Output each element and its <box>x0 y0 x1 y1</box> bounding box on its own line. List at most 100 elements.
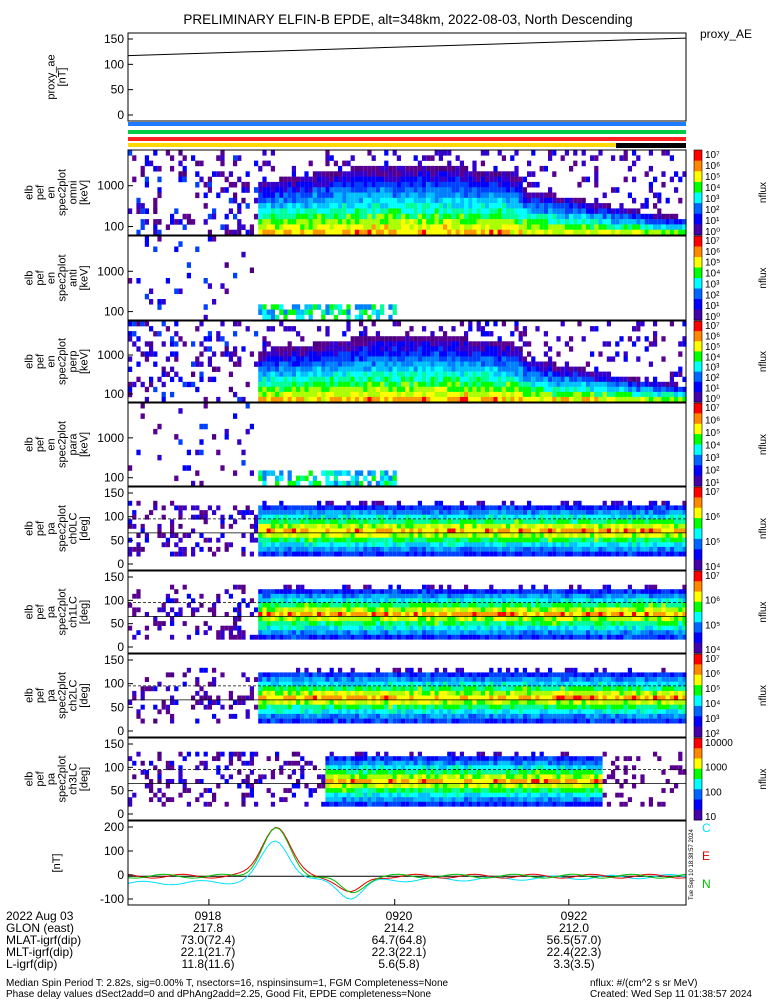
spectro-cell <box>388 542 393 548</box>
spectro-cell <box>665 391 670 398</box>
spectro-cell <box>342 593 347 599</box>
spectro-cell <box>161 381 166 388</box>
spectro-cell <box>501 203 506 209</box>
spectro-cell <box>359 336 364 342</box>
spectro-cell <box>569 634 574 640</box>
spectro-cell <box>569 386 574 393</box>
spectro-cell <box>653 542 658 548</box>
spectro-cell <box>233 505 238 511</box>
spectro-cell <box>367 470 372 476</box>
spectro-cell <box>543 510 548 516</box>
spectro-cell <box>279 589 284 595</box>
spectro-cell <box>354 616 359 622</box>
spectro-cell <box>203 621 208 626</box>
spectro-cell <box>346 630 351 636</box>
spectro-cell <box>548 612 553 617</box>
spectro-cell <box>480 371 485 377</box>
spectro-cell <box>212 208 217 215</box>
spectro-cell <box>539 192 544 199</box>
spectro-cell <box>233 634 238 640</box>
spectro-cell <box>619 551 624 557</box>
spectro-cell <box>623 523 628 529</box>
spectro-cell <box>346 197 351 204</box>
spectro-cell <box>422 514 427 520</box>
spectro-cell <box>321 510 326 516</box>
spectro-cell <box>317 351 322 357</box>
spectro-cell <box>359 593 364 599</box>
spectro-cell <box>371 593 376 599</box>
spectro-cell <box>644 528 649 534</box>
spectro-cell <box>304 542 309 548</box>
spectro-cell <box>447 386 452 393</box>
spectro-cell <box>514 356 519 362</box>
spectro-cell <box>388 386 393 393</box>
spectro-cell <box>514 514 519 520</box>
spectro-cell <box>371 510 376 516</box>
spectro-cell <box>149 160 154 167</box>
spectro-cell <box>678 519 683 525</box>
spectro-cell <box>266 616 271 622</box>
spectro-cell <box>438 514 443 520</box>
spectro-cell <box>308 480 313 487</box>
spectro-cell <box>434 612 439 617</box>
spectro-cell <box>409 351 414 357</box>
spectro-cell <box>632 219 637 225</box>
spectro-cell <box>543 584 548 590</box>
spectro-cell <box>665 229 670 236</box>
spectro-cell <box>380 192 385 199</box>
spectro-cell <box>468 321 473 327</box>
spectro-cell <box>661 528 666 534</box>
spectro-cell <box>522 630 527 636</box>
spectro-cell <box>321 391 326 398</box>
spectro-cell <box>333 203 338 209</box>
spectro-cell <box>476 371 481 377</box>
spectro-cell <box>266 510 271 516</box>
spectro-cell <box>648 528 653 534</box>
spectro-cell <box>296 391 301 398</box>
spectro-cell <box>224 542 229 548</box>
spectro-cell <box>266 602 271 608</box>
spectro-cell <box>270 533 275 539</box>
spectro-cell <box>258 523 263 529</box>
spectro-cell <box>270 621 275 626</box>
spectro-cell <box>270 612 275 617</box>
spectro-cell <box>451 528 456 534</box>
spectro-cell <box>640 533 645 539</box>
spectro-cell <box>270 523 275 529</box>
spectro-cell <box>304 309 309 316</box>
spectro-cell <box>325 625 330 631</box>
spectro-cell <box>392 630 397 636</box>
spectro-cell <box>426 584 431 590</box>
spectro-cell <box>522 176 527 183</box>
spectro-cell <box>585 391 590 398</box>
spectro-cell <box>548 381 553 388</box>
spectro-cell <box>661 537 666 543</box>
spectro-cell <box>422 510 427 516</box>
spectro-cell <box>438 192 443 199</box>
spectro-cell <box>296 346 301 352</box>
spectro-cell <box>153 505 158 511</box>
spectro-cell <box>438 500 443 506</box>
spectro-cell <box>354 346 359 352</box>
spectro-cell <box>472 519 477 525</box>
spectro-cell <box>300 197 305 204</box>
spectro-cell <box>573 219 578 225</box>
spectro-cell <box>287 356 292 362</box>
spectro-cell <box>388 589 393 595</box>
spectro-cell <box>417 187 422 193</box>
spectro-cell <box>497 607 502 613</box>
spectro-cell <box>669 510 674 516</box>
spectro-cell <box>161 371 166 377</box>
spectro-cell <box>623 208 628 215</box>
spectro-cell <box>359 514 364 520</box>
spectro-cell <box>539 630 544 636</box>
spectro-cell <box>443 208 448 215</box>
spectro-cell <box>300 505 305 511</box>
spectro-cell <box>275 533 280 539</box>
spectro-cell <box>333 523 338 529</box>
spectro-cell <box>346 208 351 215</box>
spectro-cell <box>401 391 406 398</box>
spectro-cell <box>342 621 347 626</box>
spectro-cell <box>304 593 309 599</box>
spectro-cell <box>409 192 414 199</box>
